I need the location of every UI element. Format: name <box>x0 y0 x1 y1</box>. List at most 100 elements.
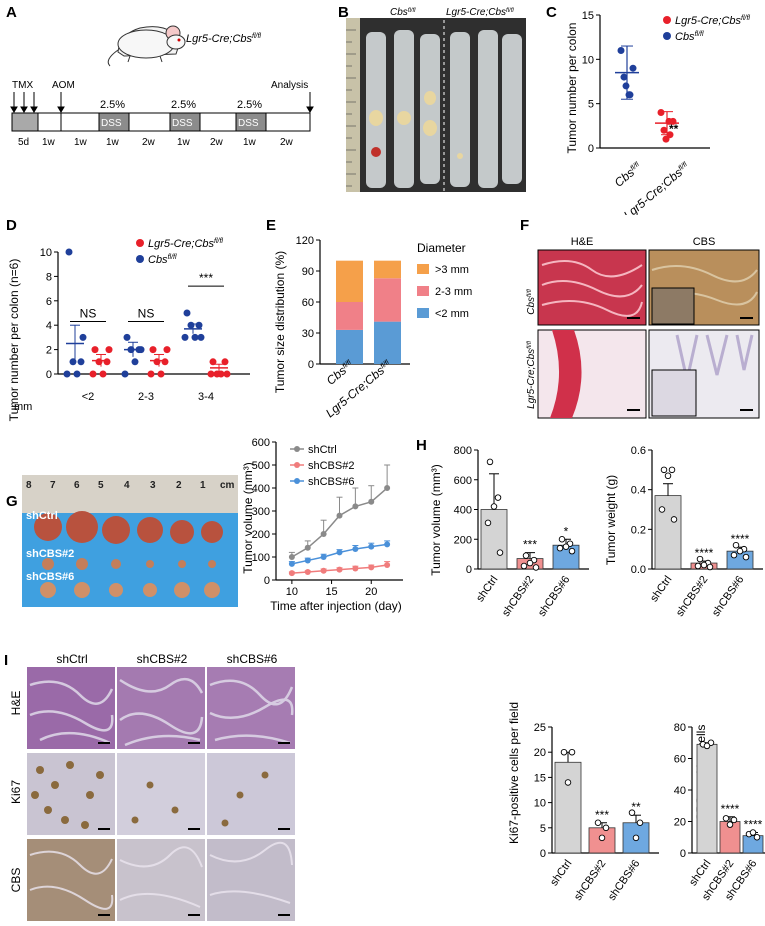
panel-i-ki67-point <box>602 824 610 832</box>
panel-d-point <box>131 358 139 366</box>
panel-g-point <box>352 545 359 552</box>
svg-text:3: 3 <box>150 480 156 491</box>
panel-e-y-tick-label: 0 <box>308 359 314 371</box>
panel-i-ki67-point <box>560 748 568 756</box>
svg-text:7: 7 <box>50 480 56 491</box>
panel-letter-e: E <box>266 217 276 234</box>
panel-h-left-x-tick-label: shCtrl <box>474 574 500 604</box>
svg-text:1w: 1w <box>106 137 120 148</box>
panel-letter-c: C <box>546 4 557 21</box>
panel-f-col-cbs: CBS <box>693 236 716 248</box>
panel-i-cbs-y-tick-label: 80 <box>674 722 686 734</box>
svg-text:4: 4 <box>124 480 130 491</box>
svg-text:H&E: H&E <box>9 691 23 716</box>
panel-d-sig-label: NS <box>138 307 155 321</box>
dss-pct-1: 2.5% <box>100 99 125 111</box>
panel-d-point <box>191 333 199 341</box>
panel-d-legend: Lgr5-Cre;Cbsfl/fl Cbsfl/fl <box>136 238 223 266</box>
panel-h-left-y-tick-label: 800 <box>454 445 472 457</box>
panel-g-point <box>320 567 327 574</box>
panel-letter-d: D <box>6 217 17 234</box>
panel-g-y-tick-label: 300 <box>252 506 270 518</box>
panel-h-right-bar <box>654 495 682 570</box>
panel-d-point <box>65 248 73 256</box>
panel-i-ki67-sig-label: ** <box>631 800 641 814</box>
panel-h-right-point <box>706 563 714 571</box>
aom-label: AOM <box>52 80 75 91</box>
panel-g-point <box>352 503 359 510</box>
panel-h-left-ylabel: Tumor volume (mm³) <box>429 464 443 576</box>
svg-text:Cbsfl/fl: Cbsfl/fl <box>148 254 177 266</box>
panel-i-ki67-point <box>564 779 572 786</box>
panel-f-row-1: Lgr5-Cre;Cbsfl/fl <box>526 340 537 408</box>
panel-c: C Tumor number per colon 0 5 10 15 Lgr5-Cre… <box>546 4 750 215</box>
panel-d-sig-label: NS <box>80 307 97 321</box>
panel-g-chart: Tumor volume (mm³) Time after injection … <box>241 437 403 613</box>
panel-i-ki67-y-tick-label: 10 <box>534 798 546 810</box>
panel-d-x-tick-label: 3-4 <box>198 391 214 403</box>
panel-letter-a: A <box>6 4 17 21</box>
panel-d-x-tick-label: 2-3 <box>138 391 154 403</box>
panel-g-y-tick-label: 0 <box>264 575 270 587</box>
panel-e-legend-title: Diameter <box>417 241 466 255</box>
analysis-label: Analysis <box>271 80 308 91</box>
panel-d-point <box>89 370 97 378</box>
panel-g-xlabel: Time after injection (day) <box>270 599 402 613</box>
panel-d-point <box>223 370 231 378</box>
panel-i-cbs-point <box>730 816 738 824</box>
panel-d-y-tick-label: 8 <box>46 271 52 283</box>
panel-letter-b: B <box>338 4 349 21</box>
panel-i-cbs-y-tick-label: 0 <box>680 848 686 860</box>
svg-text:shCtrl: shCtrl <box>26 510 58 522</box>
panel-i-cbs-point <box>753 833 761 841</box>
panel-i-cbs-sig-label: **** <box>721 802 740 816</box>
he-texture <box>29 677 294 747</box>
svg-text:1w: 1w <box>74 137 88 148</box>
panel-d-y-tick-label: 10 <box>40 247 52 259</box>
panel-h-right-y-tick-label: 0.2 <box>631 524 646 536</box>
panel-i-ki67-y-tick-label: 20 <box>534 747 546 759</box>
panel-c-y-tick-label: 10 <box>582 54 594 66</box>
panel-d-y-tick-label: 0 <box>46 369 52 381</box>
svg-text:shCBS#2: shCBS#2 <box>26 548 74 560</box>
panel-d-point <box>63 370 71 378</box>
panel-i-cbs-y-tick-label: 20 <box>674 817 686 829</box>
svg-text:Lgr5-Cre;Cbsfl/fl: Lgr5-Cre;Cbsfl/fl <box>675 15 750 27</box>
dss-1: DSS <box>101 118 122 129</box>
panel-f: F H&E CBS Cbsfl/fl Lgr5-Cre;Cbsfl/fl <box>520 217 760 419</box>
panel-g-y-tick-label: 200 <box>252 529 270 541</box>
timeline-bar <box>11 112 311 132</box>
panel-h-left-point <box>526 559 534 567</box>
panel-h-left-point <box>484 519 492 527</box>
svg-text:5: 5 <box>98 480 104 491</box>
svg-text:2: 2 <box>176 480 182 491</box>
dss-pct-3: 2.5% <box>237 99 262 111</box>
panel-h-left-point <box>568 547 576 555</box>
panel-d-x-tick-label: <2 <box>82 391 95 403</box>
panel-h-right-point <box>660 466 668 474</box>
svg-text:5d: 5d <box>18 137 29 148</box>
svg-text:1w: 1w <box>177 137 191 148</box>
panel-c-point <box>660 126 668 134</box>
panel-i-cbs-point <box>749 829 757 836</box>
panel-d-point <box>163 346 171 354</box>
panel-e-y-tick-label: 60 <box>302 297 314 309</box>
panel-h-left-x-tick-label: shCBS#6 <box>536 574 572 619</box>
panel-e-bar-segment <box>374 321 401 364</box>
panel-c-point <box>629 64 637 72</box>
panel-letter-f: F <box>520 217 529 234</box>
panel-h-right-x-tick-label: shCBS#6 <box>710 574 746 619</box>
panel-h-right-ylabel: Tumor weight (g) <box>604 475 618 565</box>
panel-c-point <box>662 135 670 143</box>
panel-g-point <box>320 531 327 537</box>
svg-text:8: 8 <box>26 480 32 491</box>
svg-text:1w: 1w <box>243 137 257 148</box>
panel-i-cbs-bar <box>696 743 718 854</box>
panel-h-left-point <box>486 458 494 466</box>
panel-d-point <box>91 346 99 354</box>
panel-h-left-point <box>520 562 528 570</box>
panel-h-right-x-tick-label: shCBS#2 <box>674 574 710 619</box>
panel-i-ki67-point <box>636 819 644 827</box>
panel-i-ki67-x-tick-label: shCBS#6 <box>606 858 642 903</box>
svg-text:Lgr5-Cre;Cbsfl/fl: Lgr5-Cre;Cbsfl/fl <box>148 238 223 250</box>
